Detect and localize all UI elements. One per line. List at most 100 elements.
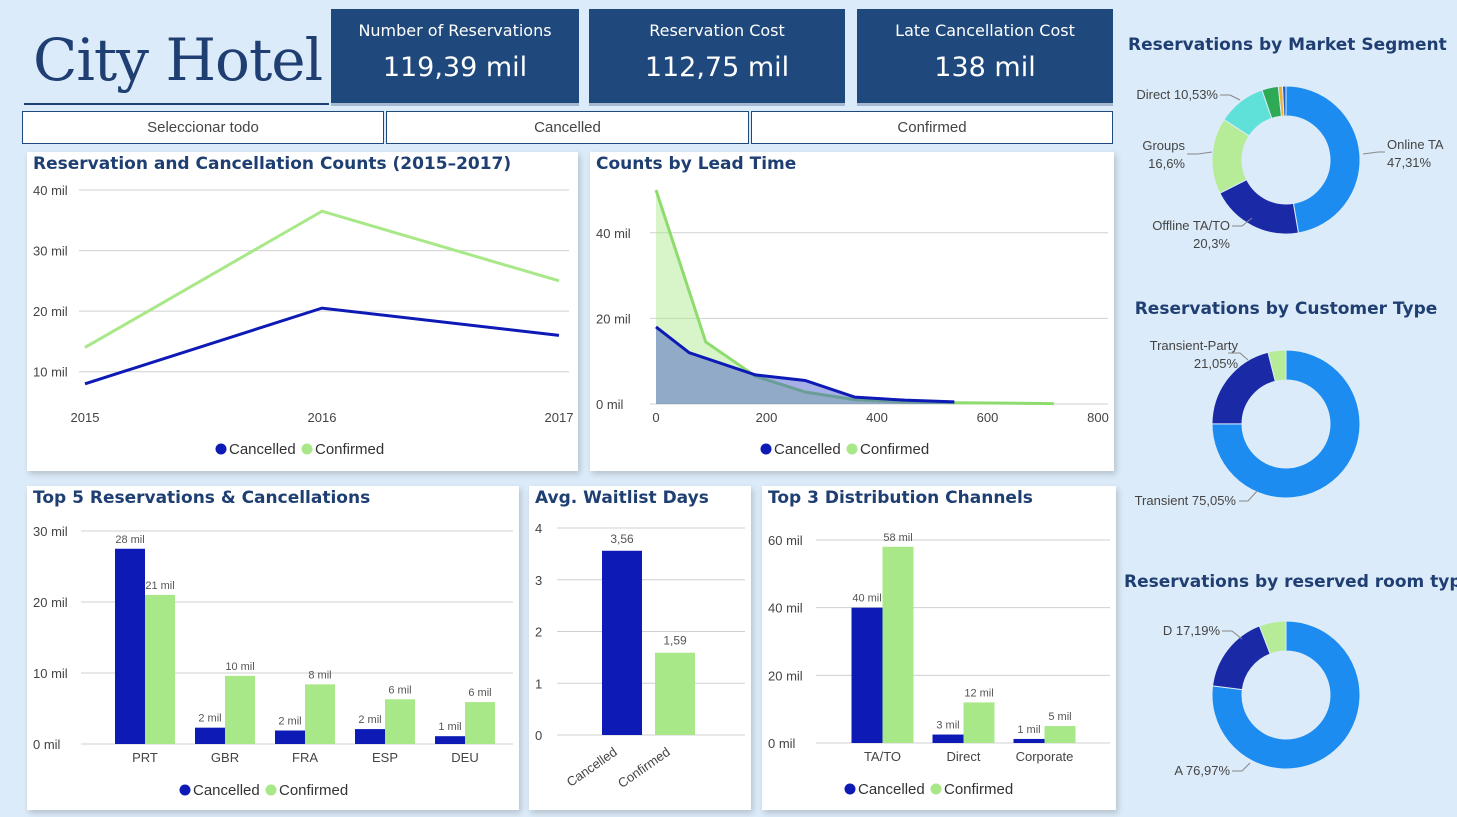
y-tick-label: 20 mil [596,311,631,326]
waitlist-chart: 0 1 2 3 4 3,56 Cancelled 1,59 Confirmed [535,521,745,791]
legend-cancelled-label: Cancelled [193,782,260,799]
data-label: 3 mil [936,720,959,732]
leader-line [1362,151,1385,155]
x-tick-label: 600 [977,410,999,425]
segment-donut-chart: Online TA 47,31% Offline TA/TO 20,3% Groups 1… [1136,85,1444,251]
leader-line [1239,489,1259,502]
kpi-number-of-reservations: Number of Reservations 119,39 mil [331,9,579,106]
y-tick-label: 4 [535,521,542,536]
x-tick-label: 0 [652,410,659,425]
kpi-label: Number of Reservations [358,21,552,40]
x-tick-label: TA/TO [864,749,901,764]
y-tick-label: 40 mil [768,601,803,616]
slice-offline-ta-to [1219,179,1300,235]
kpi-late-cancellation-cost: Late Cancellation Cost 138 mil [857,9,1113,106]
slice-online-ta [1285,85,1361,234]
data-label: 3,56 [610,532,634,546]
legend-confirmed-label: Confirmed [944,781,1013,798]
series-area-cancelled [656,326,955,404]
slice-transient [1211,349,1361,499]
x-tick-label: Corporate [1016,749,1074,764]
series-line-cancelled [84,306,560,386]
slicer-confirmed[interactable]: Confirmed [751,111,1113,144]
y-tick-label: 1 [535,676,542,691]
customer-donut-chart: Transient 75,05% Transient-Party 21,05% [1135,338,1361,508]
bar-cancelled [602,550,642,735]
data-label: 2 mil [278,716,301,728]
slice-label: Direct 10,53% [1136,87,1218,102]
x-tick-label: Cancelled [564,744,620,789]
series-line-confirmed [654,189,1054,406]
y-tick-label: 20 mil [768,668,803,683]
data-label: 1,59 [663,634,687,648]
bar-cancelled [115,548,145,744]
segment-title: Reservations by Market Segment [1128,35,1447,55]
chart-title: Avg. Waitlist Days [535,488,709,508]
legend-confirmed-label: Confirmed [315,441,384,458]
roomtype-title: Reservations by reserved room type [1124,572,1457,592]
x-tick-label: PRT [132,750,158,765]
y-tick-label: 0 mil [768,736,796,751]
data-label: 6 mil [388,684,411,696]
data-label: 28 mil [115,534,144,546]
slice-other [1258,620,1287,655]
legend-confirmed-marker [930,783,942,795]
slice-label: Transient-Party 21,05% [1150,338,1239,371]
slice-label: Offline TA/TO 20,3% [1152,218,1230,251]
x-tick-label: ESP [372,750,398,765]
data-label: 1 mil [438,721,461,733]
leader-line [1228,352,1249,361]
y-tick-label: 60 mil [768,533,803,548]
legend-confirmed-label: Confirmed [279,782,348,799]
channels-chart-card: Top 3 Distribution Channels 0 mil 20 mil 4… [762,486,1116,810]
y-tick-label: 40 mil [596,226,631,241]
bar-cancelled [275,730,305,744]
page-title: City Hotel [33,26,323,94]
bar-confirmed [465,702,495,744]
legend-cancelled-label: Cancelled [858,781,925,798]
legend-cancelled-marker [760,443,772,455]
x-tick-label: 800 [1087,410,1109,425]
slicer-select-all[interactable]: Seleccionar todo [22,111,384,144]
x-tick-label: 2016 [308,410,337,425]
kpi-value: 112,75 mil [644,52,790,83]
customer-title: Reservations by Customer Type [1134,299,1438,319]
slicer-cancelled[interactable]: Cancelled [386,111,749,144]
y-tick-label: 3 [535,573,542,588]
slice-label: Online TA 47,31% [1387,137,1444,170]
title-underline [24,103,329,105]
bar-cancelled [435,736,465,744]
x-tick-label: FRA [292,750,318,765]
top5-chart-card: Top 5 Reservations & Cancellations 0 mil… [27,486,519,810]
series-line-cancelled [655,325,955,404]
bar-confirmed [225,675,255,744]
data-label: 1 mil [1017,724,1040,736]
x-tick-label: Direct [947,749,981,764]
y-tick-label: 0 mil [596,397,624,412]
x-tick-label: GBR [211,750,239,765]
slice-other [1267,349,1287,382]
trend-chart: 10 mil 20 mil 30 mil 40 mil 2015 2016 2017 Canc… [33,183,573,458]
bar-cancelled [851,607,883,743]
y-tick-label: 40 mil [33,183,68,198]
slice-other3 [1281,85,1287,117]
bar-cancelled [355,729,385,744]
slice-label: Transient 75,05% [1135,493,1237,508]
chart-title: Counts by Lead Time [596,154,797,174]
x-tick-label: DEU [451,750,478,765]
y-tick-label: 10 mil [33,666,68,681]
bar-confirmed [882,546,914,743]
series-line-confirmed [84,209,560,349]
legend-cancelled-marker [215,443,227,455]
x-tick-label: 400 [866,410,888,425]
slice-a [1211,620,1361,770]
legend-confirmed-marker [301,443,313,455]
data-label: 2 mil [358,714,381,726]
bar-confirmed [963,702,995,743]
legend-confirmed-label: Confirmed [860,441,929,458]
data-label: 12 mil [964,687,993,699]
bar-cancelled [1013,738,1045,743]
slice-d [1212,625,1271,691]
y-tick-label: 10 mil [33,365,68,380]
bar-confirmed [1044,726,1076,743]
